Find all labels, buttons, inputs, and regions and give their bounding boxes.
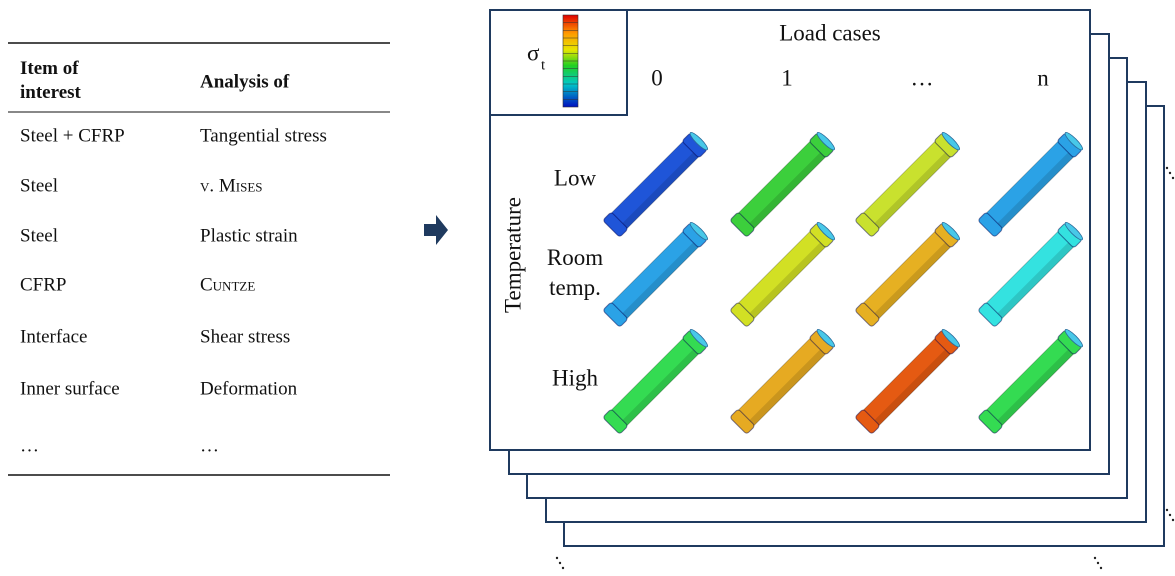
table-cell: Cuntze bbox=[200, 274, 255, 295]
table-cell: Deformation bbox=[200, 378, 298, 399]
column-label: 0 bbox=[651, 65, 663, 90]
column-label: 1 bbox=[781, 65, 793, 90]
row-title: Temperature bbox=[500, 197, 525, 313]
table-cell: Shear stress bbox=[200, 326, 290, 347]
header-line: Item of bbox=[20, 58, 79, 79]
row-label: High bbox=[552, 365, 599, 390]
table-cell: Steel bbox=[20, 175, 58, 196]
table-header: Analysis of bbox=[200, 71, 290, 92]
row-label-line: Room bbox=[547, 245, 603, 270]
column-label: … bbox=[911, 65, 934, 90]
table-cell: CFRP bbox=[20, 274, 66, 295]
row-label: Low bbox=[554, 165, 597, 190]
table-cell: Steel bbox=[20, 225, 58, 246]
table-cell: Tangential stress bbox=[200, 125, 327, 146]
column-label: n bbox=[1037, 65, 1049, 90]
legend-symbol: σ bbox=[527, 40, 540, 65]
figure: Item of interest Analysis of Steel + CFRP Ta… bbox=[0, 0, 1175, 576]
table-cell: Steel + CFRP bbox=[20, 125, 125, 146]
row-label-line: temp. bbox=[549, 275, 601, 300]
table-cell: … bbox=[200, 435, 219, 456]
table-cell: Interface bbox=[20, 326, 88, 347]
page: { "table": { "header": ["Item of interes… bbox=[0, 0, 1175, 576]
table-header: Item of interest bbox=[20, 58, 82, 103]
table-cell: Inner surface bbox=[20, 378, 120, 399]
column-title: Load cases bbox=[779, 20, 881, 45]
table: Item of interest Analysis of Steel + CFRP Ta… bbox=[20, 58, 327, 456]
table-cell: … bbox=[20, 435, 39, 456]
table-cell: Plastic strain bbox=[200, 225, 298, 246]
table-cell: v. Mises bbox=[200, 175, 263, 196]
header-line: interest bbox=[20, 82, 82, 103]
arrow bbox=[424, 215, 448, 245]
